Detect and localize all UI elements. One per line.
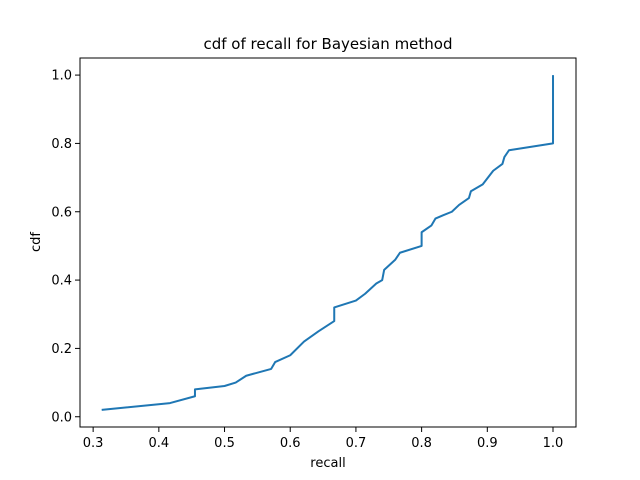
x-axis-ticks: 0.3 0.4 0.5 0.6 0.7 0.8 0.9 1.0 xyxy=(83,427,564,451)
x-tick-label: 0.3 xyxy=(83,436,104,451)
data-layer xyxy=(101,75,555,411)
x-tick-label: 0.8 xyxy=(411,436,432,451)
y-tick-label: 1.0 xyxy=(51,69,72,84)
x-tick-label: 0.9 xyxy=(477,436,498,451)
y-tick-label: 0.4 xyxy=(51,274,72,289)
y-tick-label: 0.2 xyxy=(51,342,72,357)
x-axis-label: recall xyxy=(310,456,345,471)
axes-frame xyxy=(79,57,577,428)
x-tick-label: 1.0 xyxy=(543,436,564,451)
chart-title: cdf of recall for Bayesian method xyxy=(203,35,452,53)
x-tick-label: 0.4 xyxy=(148,436,169,451)
y-tick-label: 0.8 xyxy=(51,137,72,152)
x-tick-label: 0.5 xyxy=(214,436,235,451)
y-tick-label: 0.0 xyxy=(51,410,72,425)
y-axis-ticks: 0.0 0.2 0.4 0.6 0.8 1.0 xyxy=(51,69,80,425)
x-tick-label: 0.6 xyxy=(280,436,301,451)
x-tick-label: 0.7 xyxy=(346,436,367,451)
y-axis-label: cdf xyxy=(29,232,44,252)
series-line-0 xyxy=(101,75,555,411)
plot-area: 0.3 0.4 0.5 0.6 0.7 0.8 0.9 1.0 0.0 0.2 0.4 0.6 0.8… xyxy=(51,57,577,451)
y-tick-label: 0.6 xyxy=(51,205,72,220)
